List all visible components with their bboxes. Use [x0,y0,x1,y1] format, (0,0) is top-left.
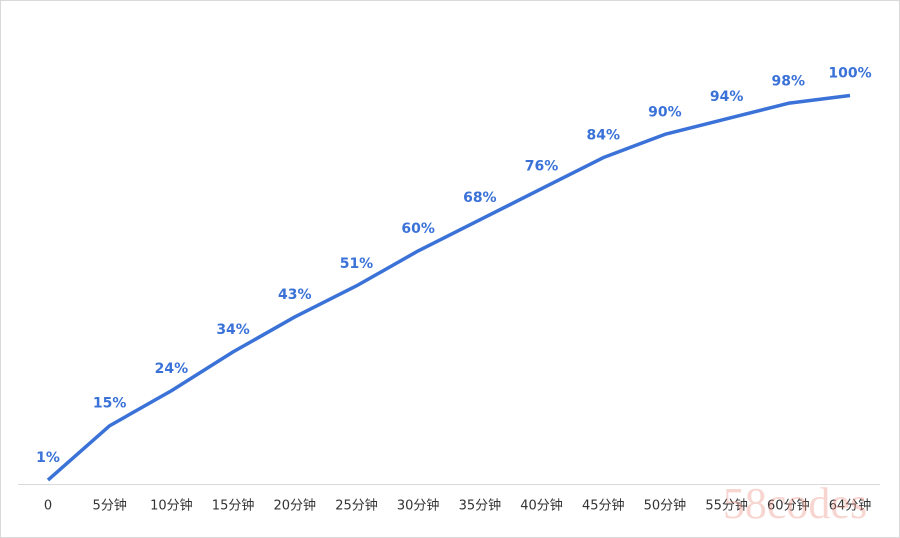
value-label: 24% [155,361,189,377]
x-tick-label: 50分钟 [644,498,687,514]
x-tick-label: 15分钟 [212,498,255,514]
x-tick-label: 45分钟 [582,498,625,514]
x-tick-label: 30分钟 [397,498,440,514]
value-label: 94% [710,89,744,105]
value-label: 51% [340,256,374,272]
x-tick-label: 0 [44,499,52,514]
x-tick-label: 35分钟 [459,498,502,514]
value-label: 90% [648,104,682,120]
x-tick-label: 10分钟 [150,498,193,514]
value-label: 34% [216,322,250,338]
x-tick-label: 60分钟 [767,498,810,514]
value-label: 100% [828,66,871,82]
x-tick-label: 55分钟 [705,498,748,514]
x-tick-label: 5分钟 [93,498,127,514]
value-label: 1% [36,450,60,466]
value-label: 68% [463,190,497,206]
value-label: 76% [525,159,559,175]
value-label: 98% [772,73,806,89]
value-label: 84% [586,128,620,144]
x-tick-label: 64分钟 [829,498,872,514]
value-label: 43% [278,287,312,303]
value-label: 60% [401,221,435,237]
x-tick-label: 40分钟 [520,498,563,514]
watermark: 58codes [723,479,867,528]
line [46,93,851,482]
value-label: 15% [93,396,127,412]
x-tick-label: 25分钟 [335,498,378,514]
x-tick-label: 20分钟 [273,498,316,514]
plot: 0 5分钟 10分钟 15分钟 20分钟 25分钟 30分钟 35分钟 40分钟 45分钟 50分钟… [36,66,872,514]
